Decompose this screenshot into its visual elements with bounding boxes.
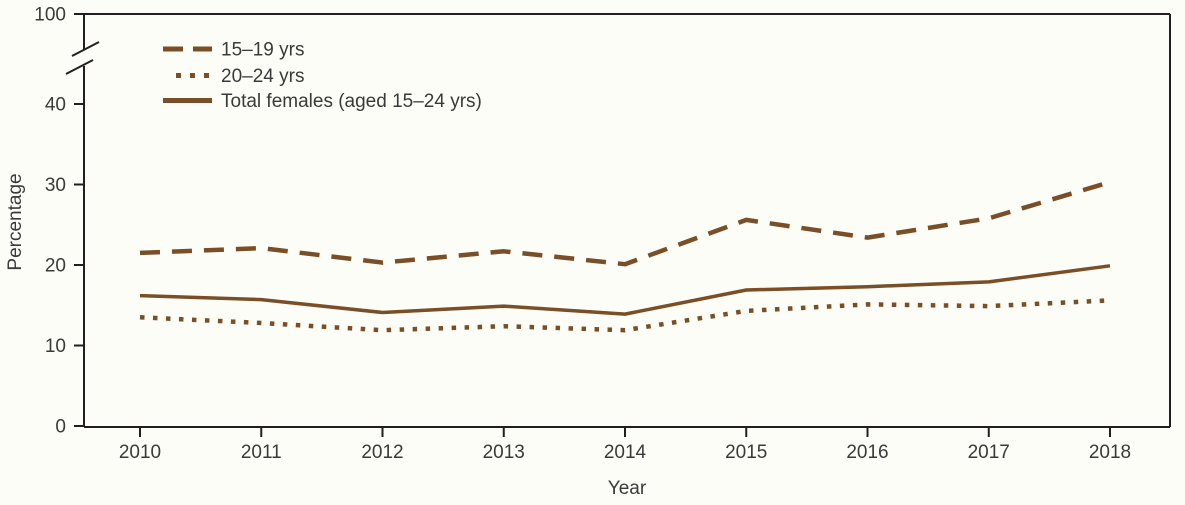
series-line-dotted [139, 298, 1111, 333]
y-tick-label: 40 [45, 95, 66, 116]
x-tick-label: 2012 [361, 442, 403, 463]
x-tick-label: 2014 [604, 442, 647, 463]
series-line-dashed [139, 179, 1111, 267]
series-line-solid [139, 264, 1111, 316]
legend-label: 20–24 yrs [221, 66, 304, 87]
y-tick-label: 0 [55, 417, 66, 438]
y-tick-label: 20 [45, 256, 66, 277]
y-tick-label: 100 [34, 5, 66, 26]
y-axis-title: Percentage [5, 173, 26, 270]
x-tick-label: 2017 [968, 442, 1010, 463]
x-tick-label: 2018 [1089, 442, 1131, 463]
x-tick-label: 2011 [241, 442, 282, 463]
x-tick-label: 2015 [725, 442, 767, 463]
x-axis-title: Year [608, 478, 647, 499]
legend-label: Total females (aged 15–24 yrs) [221, 91, 482, 112]
y-axis-break-slash [71, 41, 100, 57]
y-axis-break-slash [65, 59, 94, 75]
legend-label: 15–19 yrs [221, 40, 304, 61]
x-tick-label: 2013 [483, 442, 525, 463]
x-tick-label: 2010 [119, 442, 161, 463]
x-tick-label: 2016 [846, 442, 888, 463]
y-tick-label: 10 [45, 336, 66, 357]
y-tick-label: 30 [45, 175, 66, 196]
